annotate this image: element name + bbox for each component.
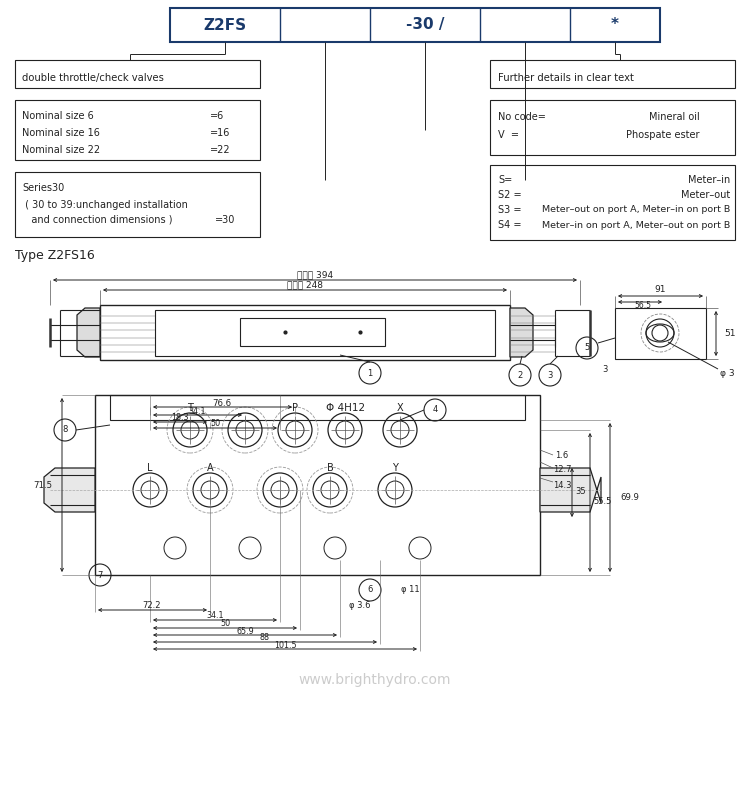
Bar (110, 395, 525, 420)
Text: 1.6: 1.6 (555, 451, 568, 460)
Bar (490, 60, 735, 88)
Text: X: X (397, 403, 404, 413)
Bar (490, 165, 735, 240)
Text: 最大约 248: 最大约 248 (287, 281, 323, 290)
Text: Further details in clear text: Further details in clear text (498, 73, 634, 83)
Text: Meter–out on port A, Meter–in on port B: Meter–out on port A, Meter–in on port B (542, 206, 730, 214)
Text: Z2FS: Z2FS (203, 17, 247, 32)
Text: Meter–out: Meter–out (681, 190, 730, 200)
Text: 88: 88 (260, 634, 270, 642)
Text: 34.1: 34.1 (188, 407, 206, 415)
Bar (15, 172, 260, 237)
Text: 35: 35 (575, 487, 586, 497)
Text: *: * (611, 17, 619, 32)
Text: 51: 51 (724, 328, 736, 338)
Text: 8: 8 (62, 426, 68, 434)
Polygon shape (77, 308, 100, 357)
Text: 71.5: 71.5 (33, 480, 52, 490)
Text: 50: 50 (210, 419, 220, 429)
Text: 1: 1 (368, 369, 373, 377)
Text: 72.2: 72.2 (142, 601, 161, 611)
Text: 76.6: 76.6 (212, 399, 232, 407)
Polygon shape (44, 468, 95, 512)
Text: B: B (327, 463, 333, 473)
Text: 5: 5 (584, 343, 590, 353)
Bar (15, 60, 260, 88)
Text: 12.7: 12.7 (553, 465, 572, 475)
Text: www.brighthydro.com: www.brighthydro.com (298, 673, 452, 687)
Text: V  =: V = (498, 130, 519, 140)
Text: 34.1: 34.1 (206, 611, 224, 620)
Text: S=: S= (498, 175, 512, 185)
Text: and connection dimensions ): and connection dimensions ) (22, 215, 172, 225)
Text: Nominal size 16: Nominal size 16 (22, 128, 100, 138)
Text: =16: =16 (210, 128, 230, 138)
Text: 69.9: 69.9 (620, 493, 639, 501)
Text: 3: 3 (602, 365, 608, 373)
Text: =22: =22 (210, 145, 231, 155)
Text: =6: =6 (210, 111, 224, 121)
Text: Phospate ester: Phospate ester (626, 130, 700, 140)
Text: Y: Y (392, 463, 398, 473)
Text: S4 =: S4 = (498, 220, 521, 230)
Bar (615, 308, 706, 359)
Text: 65.9: 65.9 (236, 626, 254, 635)
Bar (15, 100, 260, 160)
Bar (170, 8, 660, 42)
Text: S2 =: S2 = (498, 190, 522, 200)
Text: Series30: Series30 (22, 183, 64, 193)
Text: 最大约 394: 最大约 394 (297, 271, 333, 279)
Text: =30: =30 (214, 215, 235, 225)
Bar (100, 305, 510, 360)
Text: No code=: No code= (498, 112, 546, 122)
Text: 55.5: 55.5 (593, 498, 611, 506)
Bar (95, 395, 540, 575)
Bar (490, 100, 735, 155)
Text: φ 11: φ 11 (400, 585, 419, 595)
Text: A: A (207, 463, 213, 473)
Text: P: P (292, 403, 298, 413)
Text: 91: 91 (654, 286, 666, 294)
Text: 4: 4 (432, 406, 438, 414)
Text: L: L (147, 463, 153, 473)
Text: 6: 6 (368, 585, 373, 595)
Text: 7: 7 (98, 570, 103, 580)
Text: 50: 50 (220, 619, 230, 629)
Text: 14.3: 14.3 (553, 480, 572, 490)
Polygon shape (510, 308, 533, 357)
Text: Meter–in: Meter–in (688, 175, 730, 185)
Bar (240, 318, 385, 346)
Text: T: T (187, 403, 193, 413)
Text: 18.3: 18.3 (171, 414, 189, 422)
Text: Meter–in on port A, Meter–out on port B: Meter–in on port A, Meter–out on port B (542, 221, 730, 229)
Text: 3: 3 (548, 370, 553, 380)
Text: Type Z2FS16: Type Z2FS16 (15, 248, 94, 262)
Text: Nominal size 22: Nominal size 22 (22, 145, 101, 155)
Text: S3 =: S3 = (498, 205, 521, 215)
Text: ( 30 to 39:unchanged installation: ( 30 to 39:unchanged installation (22, 200, 188, 210)
Text: 2: 2 (518, 370, 523, 380)
Text: double throttle/check valves: double throttle/check valves (22, 73, 164, 83)
Text: Φ 4H12: Φ 4H12 (326, 403, 365, 413)
Polygon shape (540, 468, 601, 512)
Text: -30 /: -30 / (406, 17, 444, 32)
Text: Mineral oil: Mineral oil (650, 112, 700, 122)
Text: Nominal size 6: Nominal size 6 (22, 111, 94, 121)
Text: 101.5: 101.5 (274, 641, 296, 649)
Text: φ 3: φ 3 (720, 369, 734, 379)
Text: 56.5: 56.5 (634, 301, 652, 309)
Text: φ 3.6: φ 3.6 (350, 600, 370, 610)
Bar (155, 310, 495, 356)
